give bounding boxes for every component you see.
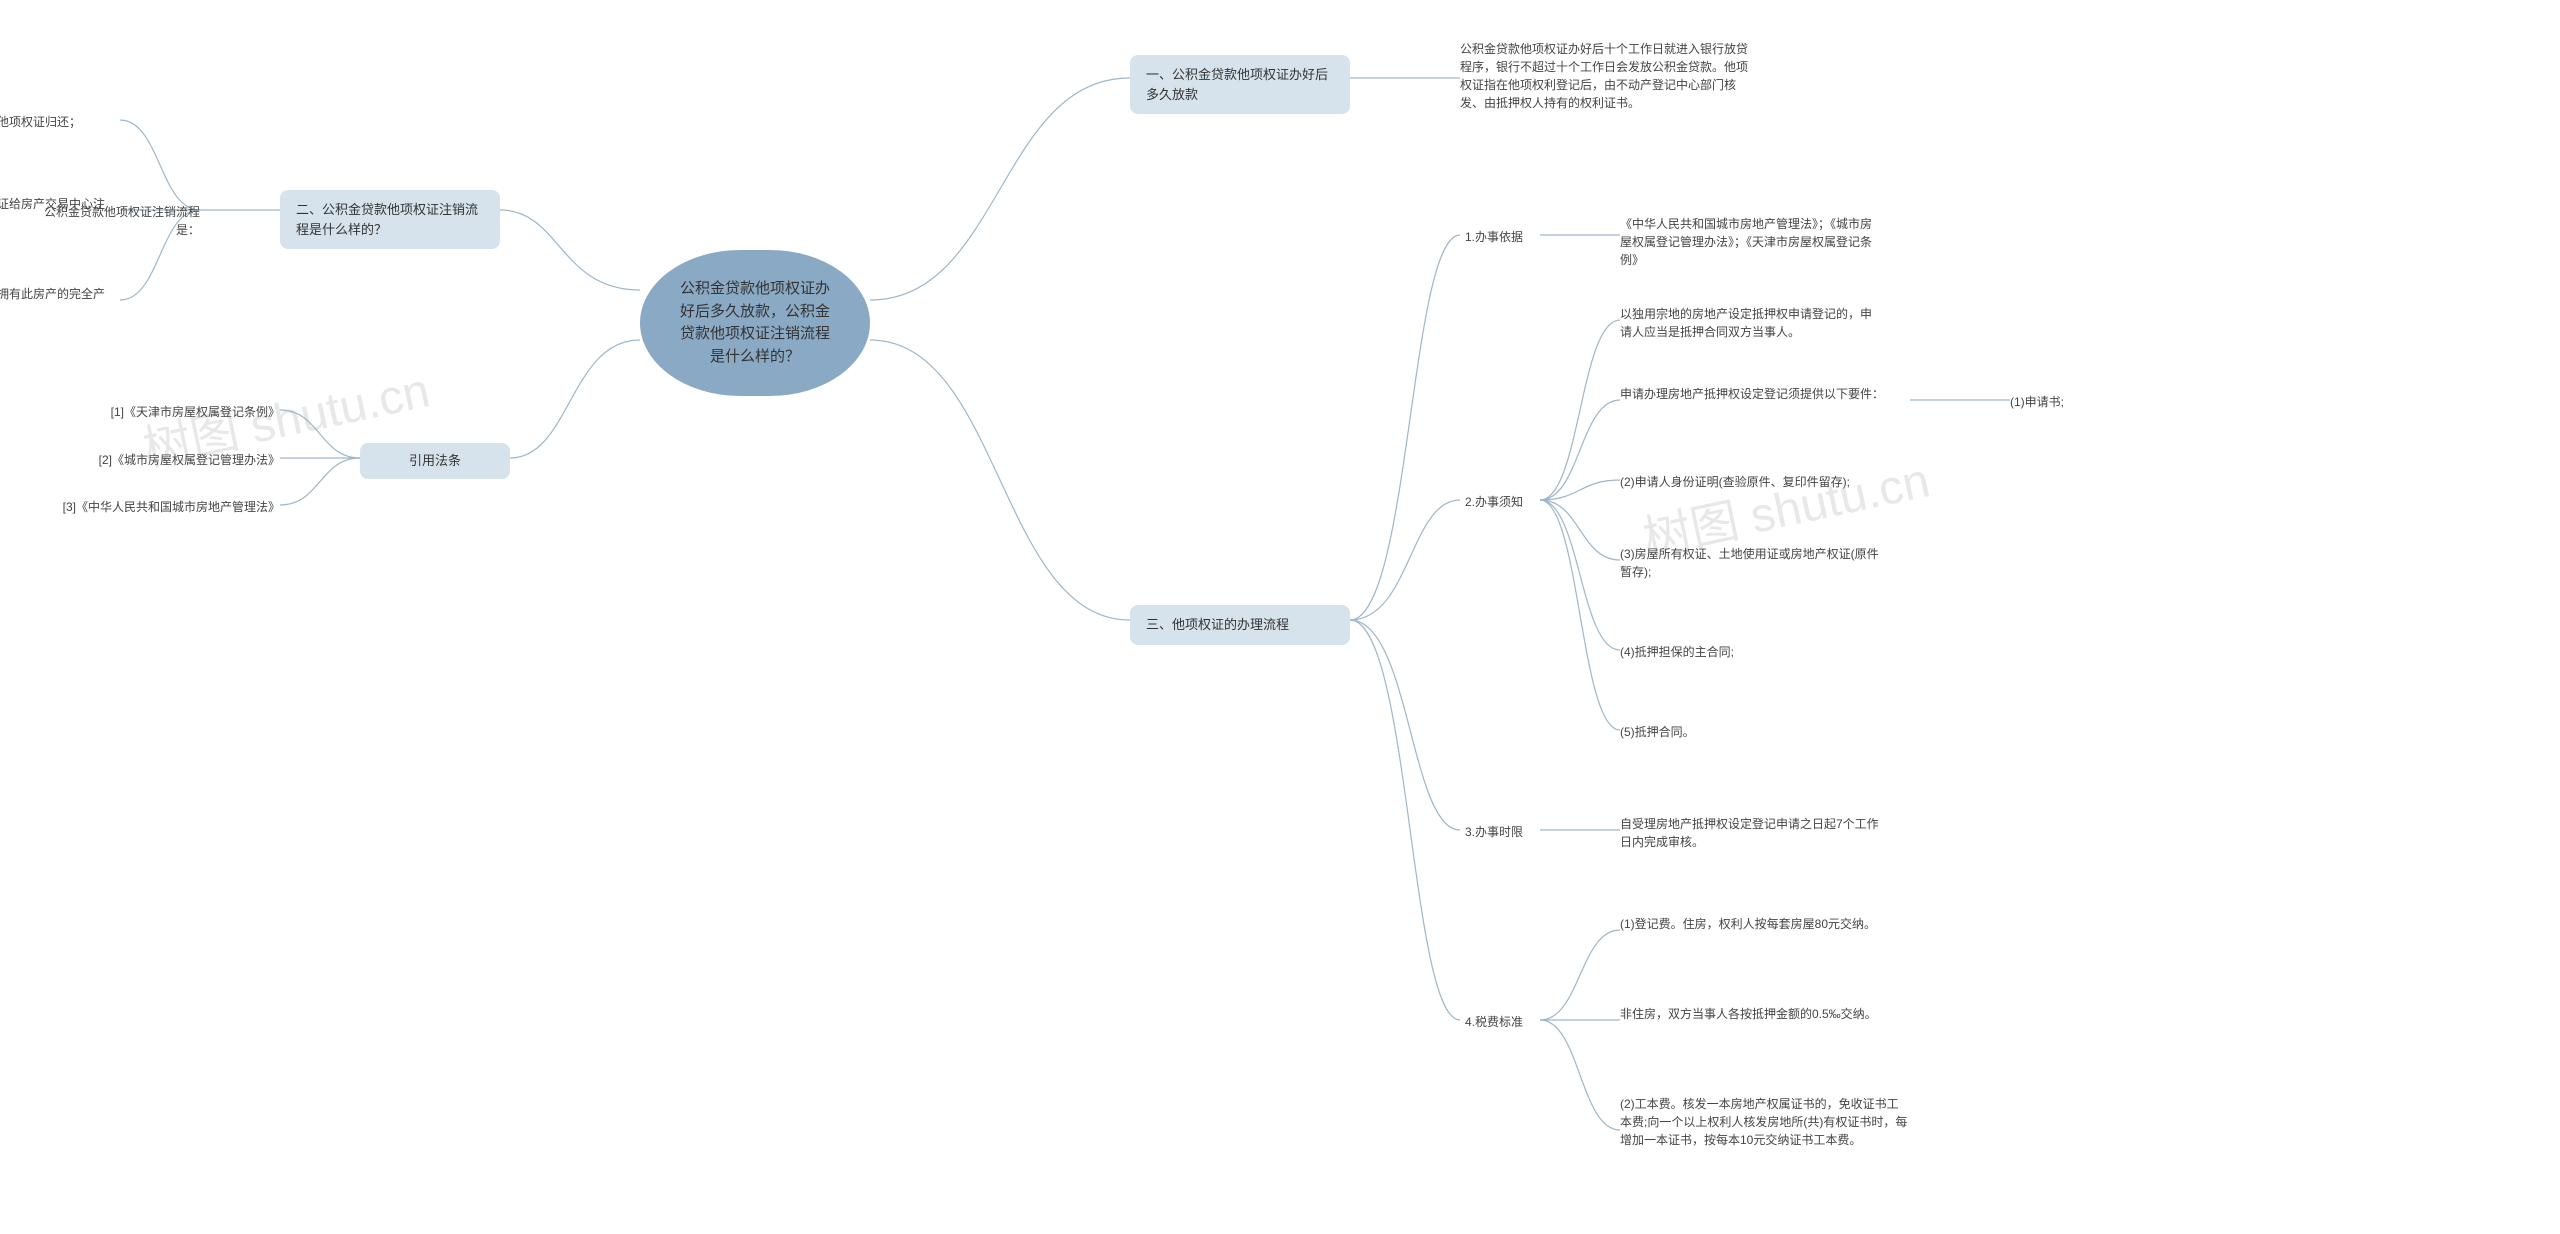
leaf-b3-2c: (2)申请人身份证明(查验原件、复印件留存); [1620,473,1880,491]
branch-b2: 二、公积金贷款他项权证注销流程是什么样的？ [280,190,500,249]
leaf-b3-2a: 以独用宗地的房地产设定抵押权申请登记的，申请人应当是抵押合同双方当事人。 [1620,305,1880,341]
leaf-cite-b: [2]《城市房屋权属登记管理办法》 [60,451,280,469]
sub-b3-2: 2.办事须知 [1465,493,1523,511]
leaf-b3-2b-sub: (1)申请书; [2010,393,2110,411]
branch-b1-label: 一、公积金贷款他项权证办好后多久放款 [1146,67,1328,102]
leaf-b3-3: 自受理房地产抵押权设定登记申请之日起7个工作日内完成审核。 [1620,815,1880,851]
leaf-b2-b: 2.到房产交易中心把他项权证给房产交易中心注销； [0,195,115,231]
branch-b2-label: 二、公积金贷款他项权证注销流程是什么样的？ [296,202,478,237]
central-topic: 公积金贷款他项权证办好后多久放款，公积金贷款他项权证注销流程是什么样的？ [640,250,870,396]
leaf-b3-4c: (2)工本费。核发一本房地产权属证书的，免收证书工本费;向一个以上权利人核发房地… [1620,1095,1910,1149]
leaf-b3-2e: (4)抵押担保的主合同; [1620,643,1880,661]
leaf-b3-2d: (3)房屋所有权证、土地使用证或房地产权证(原件暂存); [1620,545,1880,581]
leaf-b3-4a: (1)登记费。住房，权利人按每套房屋80元交纳。 [1620,915,1880,933]
sub-b3-4: 4.税费标准 [1465,1013,1523,1031]
leaf-b2-a: 1.房贷全部还清后，银行把他项权证归还； [0,113,115,131]
leaf-b1: 公积金贷款他项权证办好后十个工作日就进入银行放贷程序，银行不超过十个工作日会发放… [1460,40,1750,112]
branch-cite: 引用法条 [360,443,510,479]
branch-b3-label: 三、他项权证的办理流程 [1146,617,1289,632]
leaf-b3-1: 《中华人民共和国城市房地产管理法》；《城市房屋权属登记管理办法》；《天津市房屋权… [1620,215,1880,269]
sub-b3-3: 3.办事时限 [1465,823,1523,841]
branch-cite-label: 引用法条 [409,453,461,468]
central-label: 公积金贷款他项权证办好后多久放款，公积金贷款他项权证注销流程是什么样的？ [674,278,836,368]
leaf-b3-2b: 申请办理房地产抵押权设定登记须提供以下要件： [1620,385,1900,403]
leaf-b2-c: 3.然后房产证上盖章，表示拥有此房产的完全产权。 [0,285,115,321]
leaf-b3-4b: 非住房，双方当事人各按抵押金额的0.5‰交纳。 [1620,1005,1880,1023]
leaf-cite-c: [3]《中华人民共和国城市房地产管理法》 [40,498,280,516]
leaf-cite-a: [1]《天津市房屋权属登记条例》 [60,403,280,421]
branch-b1: 一、公积金贷款他项权证办好后多久放款 [1130,55,1350,114]
leaf-b3-2f: (5)抵押合同。 [1620,723,1880,741]
branch-b3: 三、他项权证的办理流程 [1130,605,1350,645]
sub-b3-1: 1.办事依据 [1465,228,1523,246]
